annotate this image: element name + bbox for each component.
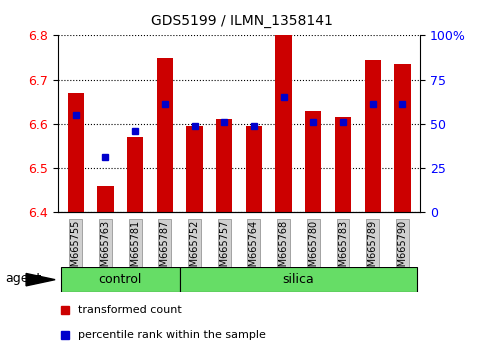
Bar [246, 126, 262, 212]
Bar [275, 35, 292, 212]
Bar [335, 117, 351, 212]
Text: silica: silica [283, 273, 314, 286]
FancyBboxPatch shape [61, 267, 180, 292]
Bar [186, 126, 203, 212]
Text: percentile rank within the sample: percentile rank within the sample [78, 330, 266, 339]
Bar [394, 64, 411, 212]
Text: control: control [99, 273, 142, 286]
Text: agent: agent [5, 272, 41, 285]
Bar [216, 120, 232, 212]
Bar [156, 58, 173, 212]
Text: GDS5199 / ILMN_1358141: GDS5199 / ILMN_1358141 [151, 14, 332, 28]
Bar [365, 60, 381, 212]
FancyBboxPatch shape [180, 267, 417, 292]
Polygon shape [26, 273, 55, 286]
Bar [127, 137, 143, 212]
Bar [305, 111, 322, 212]
Text: transformed count: transformed count [78, 305, 182, 315]
Bar [68, 93, 84, 212]
Bar [97, 186, 114, 212]
